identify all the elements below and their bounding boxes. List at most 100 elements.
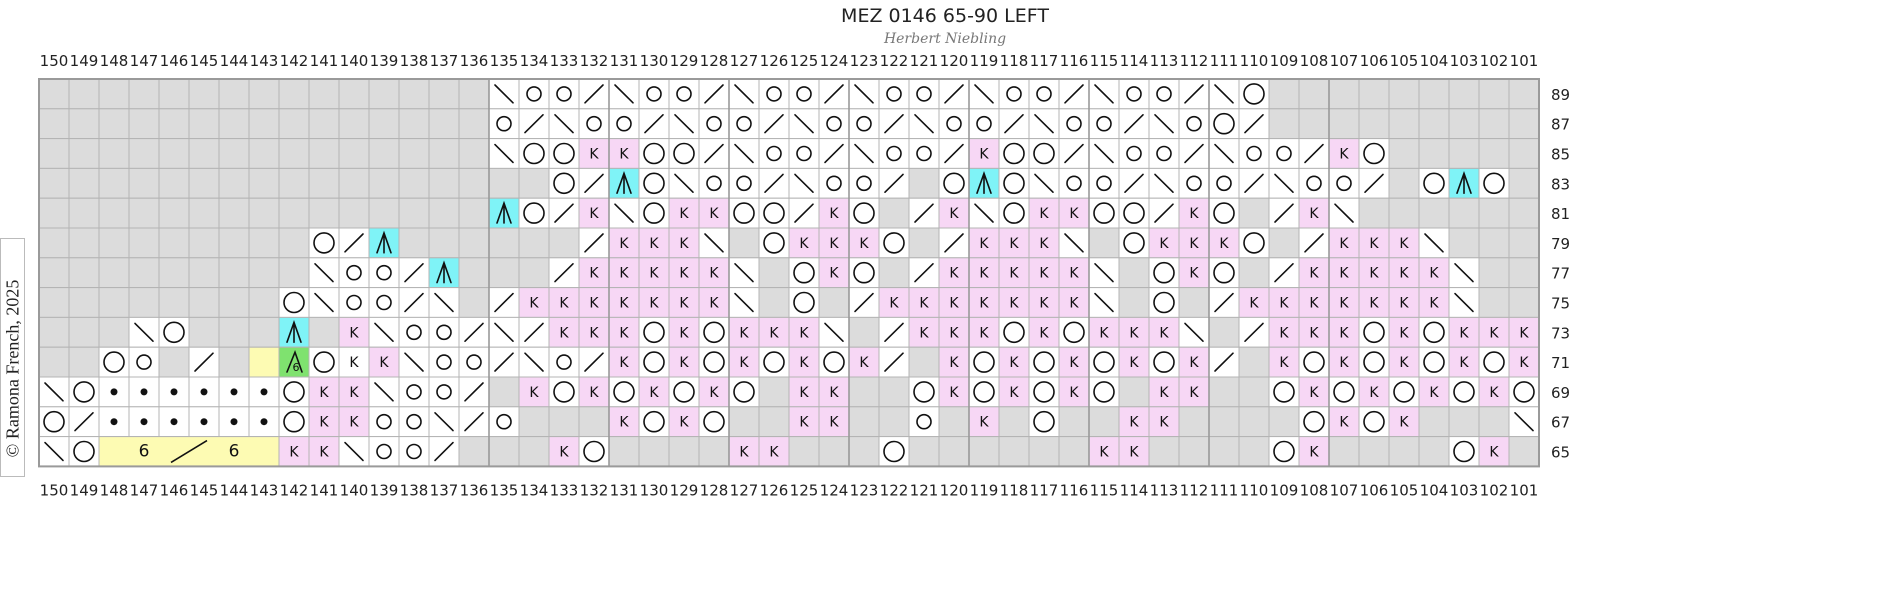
ssk-symbol	[1094, 292, 1114, 313]
cable-count-right: 6	[229, 442, 240, 462]
chart-cell	[518, 287, 550, 318]
k2tog-symbol	[1304, 233, 1324, 253]
chart-cell	[1388, 346, 1420, 378]
chart-cell	[1268, 406, 1300, 438]
chart-cell	[758, 406, 790, 438]
double-yarn-over-symbol	[793, 291, 815, 314]
designer-credit: Herbert Niebling	[883, 31, 1007, 47]
chart-cell	[188, 316, 220, 348]
knit-symbol: K	[589, 325, 599, 341]
knit-symbol: K	[799, 236, 809, 252]
k2tog-symbol	[944, 143, 964, 164]
double-yarn-over-symbol	[883, 440, 905, 463]
k2tog-symbol	[584, 352, 604, 372]
double-yarn-over-symbol	[1483, 172, 1505, 195]
ssk-symbol	[1454, 292, 1474, 313]
chart-cell	[218, 167, 250, 199]
chart-cell	[1388, 138, 1420, 169]
chart-cell	[1178, 376, 1210, 408]
k2tog-symbol	[1124, 173, 1144, 193]
chart-cell	[818, 108, 850, 140]
column-number-top: 130	[640, 52, 669, 70]
double-yarn-over-symbol	[1273, 381, 1295, 403]
yarn-over-symbol	[676, 86, 692, 102]
column-number-bottom: 119	[970, 481, 999, 499]
chart-cell	[1268, 78, 1300, 110]
knit-symbol: K	[1339, 415, 1349, 431]
chart-cell	[1088, 108, 1120, 140]
double-yarn-over-symbol	[643, 351, 665, 373]
chart-cell	[1508, 316, 1540, 348]
chart-cell	[1268, 346, 1300, 378]
chart-cell	[38, 108, 70, 140]
chart-cell	[578, 138, 610, 169]
chart-cell	[38, 316, 70, 348]
knit-symbol: K	[1039, 325, 1049, 341]
k2tog-symbol	[884, 173, 904, 193]
double-yarn-over-symbol	[1153, 351, 1175, 373]
chart-cell	[968, 108, 1000, 140]
chart-cell	[818, 287, 850, 318]
chart-cell	[1508, 78, 1540, 110]
chart-cell	[818, 167, 850, 199]
chart-cell	[68, 287, 100, 318]
k2tog-symbol	[704, 84, 724, 104]
chart-cell	[638, 436, 670, 467]
chart-cell	[158, 138, 190, 169]
chart-cell	[68, 197, 100, 229]
k2tog-symbol	[824, 143, 844, 164]
double-yarn-over-symbol	[763, 202, 785, 224]
knit-symbol: K	[889, 296, 899, 312]
k2tog-symbol	[194, 352, 214, 372]
chart-cell	[368, 108, 400, 140]
chart-cell	[578, 108, 610, 140]
chart-cell	[848, 167, 880, 199]
chart-cell	[1478, 376, 1510, 408]
chart-cell	[68, 227, 100, 259]
knit-symbol: K	[1309, 445, 1319, 461]
knit-symbol: K	[589, 385, 599, 401]
k2tog-symbol	[884, 352, 904, 372]
column-number-bottom: 131	[610, 481, 639, 499]
chart-cell	[458, 227, 490, 259]
bobble-dot-symbol	[170, 388, 178, 396]
knit-symbol: K	[829, 206, 839, 222]
knit-symbol: K	[1369, 266, 1379, 282]
chart-cell	[188, 197, 220, 229]
column-number-top: 126	[760, 52, 789, 70]
column-number-bottom: 113	[1150, 481, 1179, 499]
chart-cell	[1418, 406, 1450, 438]
ssk-symbol	[734, 84, 754, 104]
knit-symbol: K	[379, 355, 389, 371]
yarn-over-symbol	[1276, 145, 1292, 162]
column-number-bottom: 121	[910, 481, 939, 499]
chart-cell	[668, 197, 700, 229]
ssk-symbol	[1154, 173, 1174, 193]
double-yarn-over-symbol	[1003, 202, 1025, 224]
chart-cell	[1418, 78, 1450, 110]
column-number-bottom: 120	[940, 481, 969, 499]
chart-cell	[848, 227, 880, 259]
chart-cell	[398, 436, 430, 467]
chart-cell	[1328, 167, 1360, 199]
yarn-over-symbol	[556, 354, 572, 370]
chart-cell	[518, 406, 550, 438]
chart-cell	[488, 376, 520, 408]
knit-symbol: K	[1399, 266, 1409, 282]
knit-symbol: K	[1309, 296, 1319, 312]
chart-cell	[1478, 287, 1510, 318]
row-number: 77	[1551, 265, 1570, 283]
chart-cell	[128, 346, 160, 378]
chart-cell	[188, 227, 220, 259]
chart-cell	[1028, 287, 1060, 318]
column-number-bottom: 106	[1360, 481, 1389, 499]
chart-cell	[728, 227, 760, 259]
ssk-symbol	[674, 114, 694, 134]
knit-symbol: K	[1009, 355, 1019, 371]
k2tog-symbol	[824, 84, 844, 104]
yarn-over-symbol	[346, 264, 362, 281]
column-number-bottom: 137	[430, 481, 459, 499]
column-number-top: 147	[130, 52, 159, 70]
chart-cell	[1508, 227, 1540, 259]
chart-cell	[248, 138, 280, 169]
